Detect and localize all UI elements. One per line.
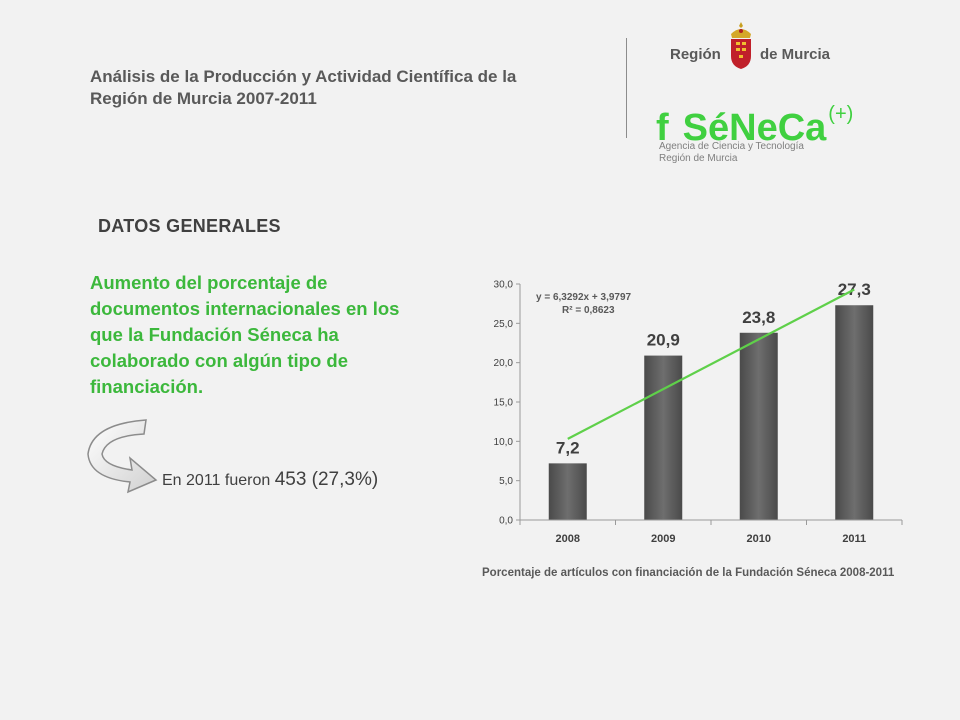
data-label-2010: 23,8 — [742, 308, 775, 327]
y-tick-label: 15,0 — [494, 398, 514, 409]
title-line-2: Región de Murcia 2007-2011 — [90, 89, 317, 108]
y-tick-label: 25,0 — [494, 319, 514, 330]
agency-line-2: Región de Murcia — [659, 153, 738, 164]
main-statement: Aumento del porcentaje de documentos int… — [90, 270, 460, 400]
bar-2010 — [739, 332, 778, 520]
main-line-2: documentos internacionales en los — [90, 298, 400, 319]
data-label-2009: 20,9 — [647, 331, 680, 350]
main-line-4: colaborado con algún tipo de — [90, 350, 348, 371]
y-tick-label: 5,0 — [499, 476, 513, 487]
chart-caption: Porcentaje de artículos con financiación… — [482, 567, 895, 579]
data-label-2008: 7,2 — [556, 438, 580, 457]
y-tick-label: 0,0 — [499, 516, 513, 527]
header-divider — [626, 38, 627, 138]
trend-r2: R² = 0,8623 — [562, 305, 615, 316]
main-line-3: que la Fundación Séneca ha — [90, 324, 339, 345]
agency-text: Agencia de Ciencia y Tecnología Región d… — [659, 141, 804, 165]
trend-equation: y = 6,3292x + 3,9797 — [536, 292, 632, 303]
main-line-1: Aumento del porcentaje de — [90, 272, 328, 293]
seneca-logo: f SéNeCa (+) — [656, 94, 853, 148]
x-tick-label-2011: 2011 — [842, 533, 866, 545]
region-murcia-logo: Región de Murcia — [656, 22, 856, 78]
x-tick-label-2010: 2010 — [747, 533, 771, 545]
logo-word-region: Región — [670, 46, 721, 63]
seneca-f: f — [656, 107, 669, 149]
crest-icon — [731, 22, 751, 69]
agency-line-1: Agencia de Ciencia y Tecnología — [659, 141, 804, 152]
seneca-name: SéNeCa — [682, 107, 827, 149]
curved-arrow-icon — [87, 419, 158, 494]
title-line-1: Análisis de la Producción y Actividad Ci… — [90, 67, 517, 86]
y-tick-label: 20,0 — [494, 358, 514, 369]
trend-line — [567, 288, 855, 440]
bar-2011 — [835, 305, 874, 520]
note-2011: En 2011 fueron 453 (27,3%) — [162, 469, 378, 491]
x-tick-label-2008: 2008 — [556, 533, 580, 545]
bar-chart: 0,05,010,015,020,025,030,0 7,220,923,827… — [494, 280, 903, 545]
document-title: Análisis de la Producción y Actividad Ci… — [90, 66, 580, 110]
logo-word-de-murcia: de Murcia — [760, 46, 831, 63]
bar-2008 — [548, 463, 587, 520]
note-value: 453 (27,3%) — [274, 469, 379, 490]
seneca-plus: (+) — [828, 103, 854, 125]
y-tick-label: 10,0 — [494, 437, 514, 448]
main-line-5: financiación. — [90, 376, 204, 397]
bar-2009 — [644, 355, 683, 520]
note-prefix: En 2011 fueron — [162, 472, 275, 489]
y-tick-label: 30,0 — [494, 280, 514, 291]
x-tick-label-2009: 2009 — [651, 533, 675, 545]
section-title: DATOS GENERALES — [98, 216, 281, 236]
